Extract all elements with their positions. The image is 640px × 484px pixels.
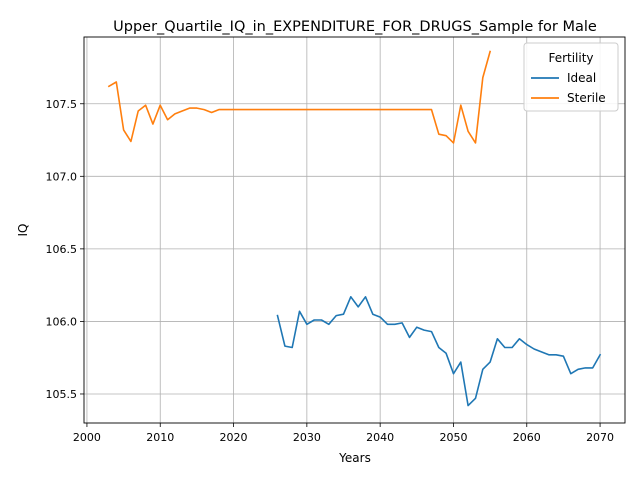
legend-label-ideal: Ideal [567,71,596,85]
chart-title: Upper_Quartile_IQ_in_EXPENDITURE_FOR_DRU… [113,19,597,35]
x-tick-label: 2030 [293,431,321,444]
x-tick-label: 2040 [366,431,394,444]
x-tick-label: 2070 [586,431,614,444]
x-axis-label: Years [338,451,371,465]
x-tick-label: 2020 [220,431,248,444]
x-tick-label: 2000 [73,431,101,444]
y-tick-label: 106.0 [46,315,78,328]
legend-title: Fertility [548,51,593,65]
legend-label-sterile: Sterile [567,91,606,105]
plot-series [107,50,602,407]
y-tick-label: 105.5 [46,388,78,401]
plot-frame [83,36,626,424]
y-tick-label: 107.5 [46,98,78,111]
legend: Fertility Ideal Sterile [523,42,619,112]
x-tick-label: 2060 [513,431,541,444]
y-tick-label: 107.0 [46,170,78,183]
axes: 2000 2010 2020 2030 2040 2050 2060 2070 105.5 106… [46,98,615,444]
x-tick-label: 2010 [146,431,174,444]
series-line-ideal [276,295,602,407]
legend-box [523,42,619,112]
series-line-sterile [107,50,492,144]
x-tick-label: 2050 [439,431,467,444]
y-axis-label: IQ [16,224,30,237]
y-tick-label: 106.5 [46,243,78,256]
